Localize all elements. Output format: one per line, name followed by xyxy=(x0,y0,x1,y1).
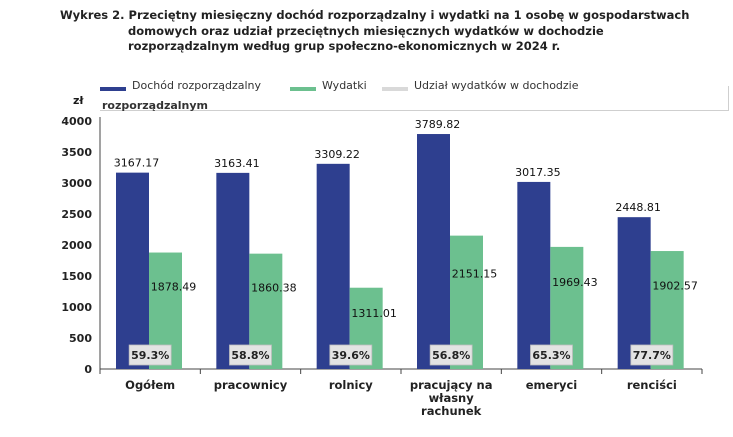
bar-income xyxy=(617,217,651,369)
legend-swatch-share xyxy=(382,87,408,91)
data-label-income: 3309.22 xyxy=(314,148,360,161)
bar-income xyxy=(517,181,551,369)
y-tick-label: 3000 xyxy=(61,177,92,190)
data-label-expenses: 1311.01 xyxy=(351,307,397,320)
legend-item-expenses: Wydatki xyxy=(290,80,367,92)
share-label: 39.6% xyxy=(332,349,370,362)
legend-item-income: Dochód rozporządzalny xyxy=(100,80,261,92)
x-tick-label: emeryci xyxy=(526,378,578,392)
data-label-income: 3167.17 xyxy=(114,157,160,170)
legend-label-income: Dochód rozporządzalny xyxy=(132,80,261,92)
y-tick-label: 3500 xyxy=(61,146,92,159)
x-tick-label: rolnicy xyxy=(329,378,373,392)
y-tick-label: 1000 xyxy=(61,301,92,314)
legend-swatch-income xyxy=(100,87,126,91)
legend-swatch-expenses xyxy=(290,87,316,91)
x-tick-label: Ogółem xyxy=(125,378,175,392)
share-label: 56.8% xyxy=(432,349,470,362)
bar-income xyxy=(216,172,250,369)
data-label-expenses: 2151.15 xyxy=(452,268,498,281)
share-badge xyxy=(128,344,172,366)
share-badge xyxy=(229,344,272,366)
bar-income xyxy=(116,172,149,369)
legend-continuation: rozporządzalnym xyxy=(102,99,208,112)
data-label-expenses: 1969.43 xyxy=(552,276,598,289)
share-badge xyxy=(530,344,573,366)
share-badge xyxy=(429,344,473,366)
y-axis-unit: zł xyxy=(73,94,84,107)
y-tick-label: 0 xyxy=(84,363,92,376)
share-label: 65.3% xyxy=(532,349,570,362)
data-label-income: 2448.81 xyxy=(615,201,661,214)
legend: Dochód rozporządzalny Wydatki Udział wyd… xyxy=(100,80,729,111)
legend-label-expenses: Wydatki xyxy=(322,80,367,92)
chart-title-line-3: rozporządzalnym według grup społeczno-ek… xyxy=(128,39,561,53)
data-label-expenses: 1902.57 xyxy=(652,279,698,292)
x-tick-label: własny xyxy=(429,391,475,405)
share-badge xyxy=(329,344,373,366)
x-tick-label: pracujący na xyxy=(410,378,493,392)
y-tick-label: 1500 xyxy=(61,270,92,283)
legend-label-share: Udział wydatków w dochodzie xyxy=(414,80,579,92)
data-label-expenses: 1860.38 xyxy=(251,281,297,294)
chart-title-line-2: domowych oraz udział przeciętnych miesię… xyxy=(128,23,604,38)
bar-income xyxy=(417,134,450,369)
x-tick-label: pracownicy xyxy=(214,378,288,392)
chart-title: Wykres 2. Przeciętny miesięczny dochód r… xyxy=(60,8,720,55)
share-label: 58.8% xyxy=(231,349,269,362)
data-label-income: 3163.41 xyxy=(214,157,260,170)
y-tick-label: 2500 xyxy=(61,208,92,221)
x-tick-label: rachunek xyxy=(421,404,482,418)
y-tick-label: 2000 xyxy=(61,239,92,252)
x-tick-label: renciści xyxy=(627,378,677,392)
data-label-expenses: 1878.49 xyxy=(151,280,197,293)
y-tick-label: 4000 xyxy=(61,115,92,128)
y-tick-label: 500 xyxy=(69,332,92,345)
share-label: 59.3% xyxy=(131,349,169,362)
share-badge xyxy=(630,344,674,366)
bar-income xyxy=(316,163,350,369)
legend-item-share: Udział wydatków w dochodzie xyxy=(382,80,579,92)
chart-title-line-1: Wykres 2. Przeciętny miesięczny dochód r… xyxy=(60,8,690,22)
data-label-income: 3017.35 xyxy=(515,166,561,179)
data-label-income: 3789.82 xyxy=(415,118,461,131)
share-label: 77.7% xyxy=(633,349,671,362)
